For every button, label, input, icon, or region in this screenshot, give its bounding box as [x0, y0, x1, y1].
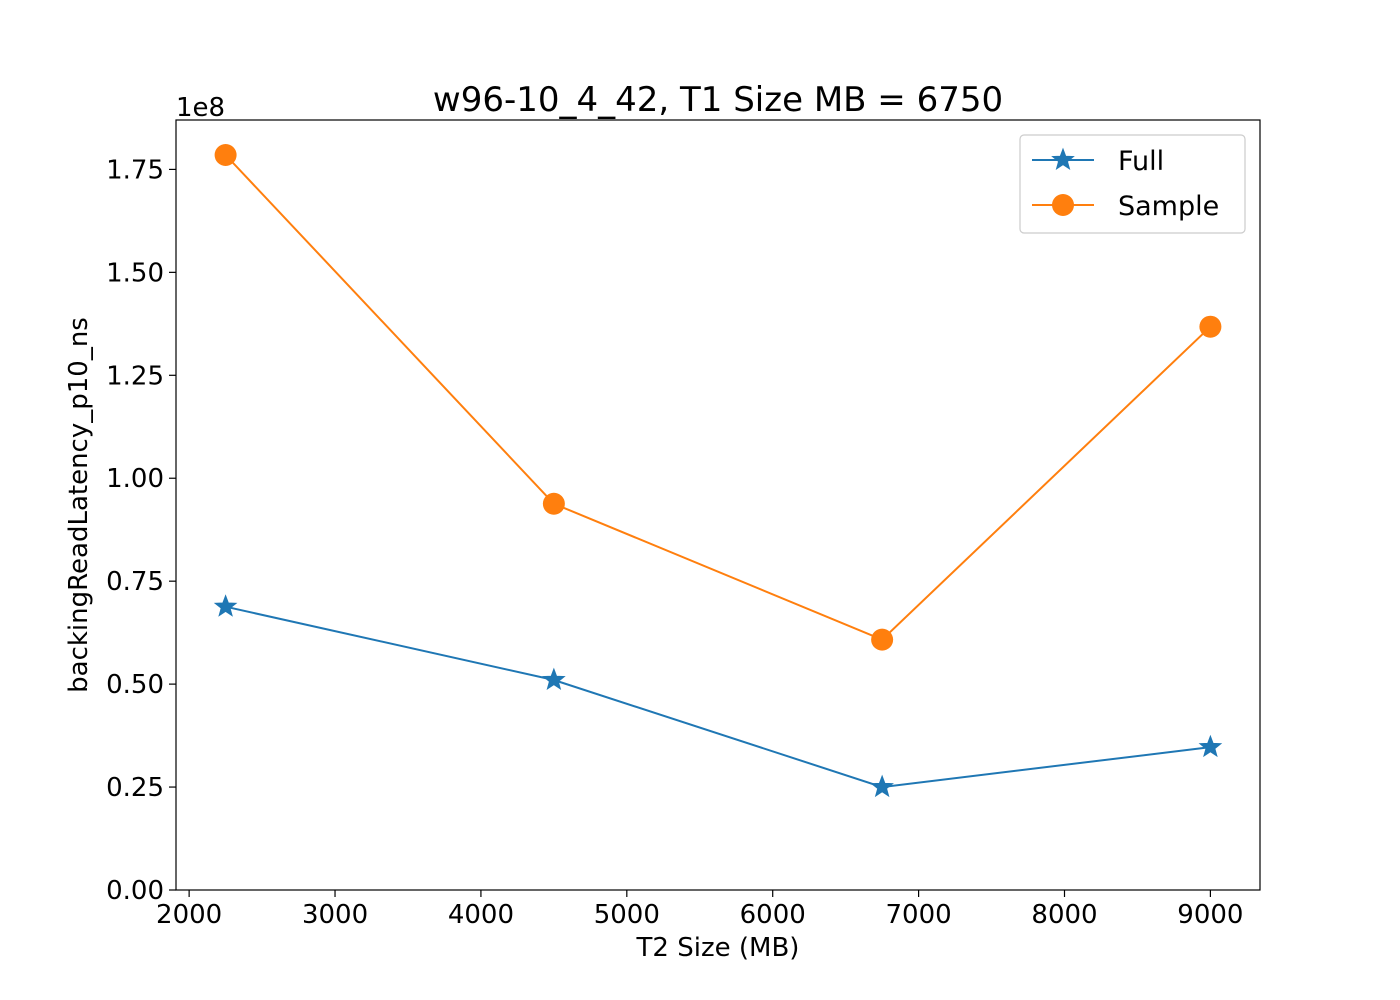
x-tick-label: 9000: [1177, 900, 1243, 930]
y-axis: 0.00 0.25 0.50 0.75 1.00 1.25 1.50 1.75: [106, 155, 176, 906]
y-tick-label: 0.00: [106, 876, 164, 906]
legend: Full Sample: [1019, 134, 1246, 234]
plot-frame: [175, 119, 1261, 891]
sample-point: [1199, 315, 1222, 338]
full-line: [225, 605, 1211, 789]
y-tick-label: 0.25: [106, 773, 164, 803]
x-axis-label: T2 Size (MB): [636, 933, 800, 963]
legend-marker-sample: [1052, 194, 1074, 216]
legend-item-sample: Sample: [1032, 191, 1219, 222]
chart-title: w96-10_4_42, T1 Size MB = 6750: [433, 80, 1003, 120]
y-tick-label: 0.75: [106, 567, 164, 597]
x-tick-label: 2000: [156, 900, 222, 930]
x-tick-label: 8000: [1031, 900, 1097, 930]
y-axis-offset-label: 1e8: [176, 93, 225, 123]
x-tick-label: 7000: [886, 900, 952, 930]
plot-area: [213, 144, 1223, 798]
full-point: [542, 667, 566, 691]
full-point: [870, 774, 894, 798]
x-tick-label: 5000: [594, 900, 660, 930]
sample-point: [542, 492, 565, 515]
x-axis: 2000 3000 4000 5000 6000 7000 8000 9000: [156, 890, 1243, 930]
full-point: [213, 594, 238, 617]
y-axis-label: backingReadLatency_p10_ns: [64, 317, 94, 693]
y-tick-label: 1.50: [106, 258, 164, 288]
y-tick-label: 1.00: [106, 464, 164, 494]
sample-point: [214, 144, 237, 166]
y-tick-label: 1.25: [106, 361, 164, 391]
series-full: [213, 594, 1223, 798]
x-tick-label: 4000: [448, 900, 514, 930]
x-tick-label: 3000: [302, 900, 368, 930]
legend-marker-full: [1051, 147, 1075, 171]
y-tick-label: 1.75: [106, 155, 164, 185]
series-sample: [214, 144, 1222, 651]
legend-label-full: Full: [1118, 146, 1164, 177]
y-tick-label: 0.50: [106, 670, 164, 700]
full-point: [1198, 734, 1223, 758]
x-tick-label: 6000: [740, 900, 806, 930]
legend-label-sample: Sample: [1118, 191, 1219, 222]
sample-point: [871, 628, 894, 651]
legend-item-full: Full: [1032, 146, 1164, 177]
sample-line: [224, 154, 1212, 641]
